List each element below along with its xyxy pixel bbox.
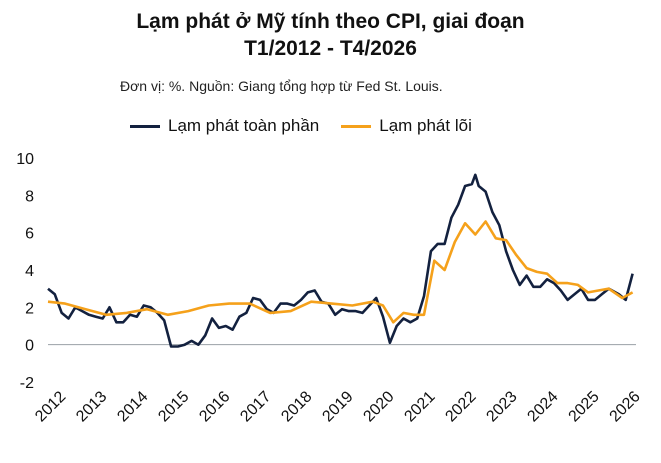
x-tick-label: 2016: [196, 388, 233, 425]
x-tick-label: 2013: [73, 388, 110, 425]
legend-item-headline: Lạm phát toàn phần: [130, 116, 319, 136]
legend-swatch-core: [341, 124, 372, 128]
x-tick-label: 2021: [401, 388, 438, 425]
chart-subtitle: Đơn vị: %. Nguồn: Giang tổng hợp từ Fed …: [120, 78, 443, 94]
x-tick-label: 2025: [566, 388, 603, 425]
x-tick-label: 2017: [237, 388, 274, 425]
legend-swatch-headline: [130, 124, 160, 128]
x-tick-label: 2012: [32, 388, 69, 425]
y-tick-label: 2: [25, 300, 34, 317]
series-line-headline: [47, 173, 634, 348]
chart-title-line2: T1/2012 - T4/2026: [244, 37, 417, 60]
x-tick-label: 2015: [155, 388, 192, 425]
y-tick-label: 0: [25, 338, 34, 355]
y-tick-label: 6: [25, 226, 34, 243]
x-tick-label: 2019: [319, 388, 356, 425]
x-tick-label: 2024: [525, 388, 562, 425]
legend-label-core: Lạm phát lõi: [379, 116, 472, 135]
chart-legend: Lạm phát toàn phần Lạm phát lõi: [130, 116, 494, 136]
y-tick-label: -2: [20, 375, 34, 392]
x-tick-label: 2020: [360, 388, 397, 425]
x-tick-label: 2014: [114, 388, 151, 425]
series-line-core: [47, 220, 634, 324]
x-tick-label: 2022: [442, 388, 479, 425]
x-tick-label: 2023: [483, 388, 520, 425]
y-tick-label: 8: [25, 188, 34, 205]
chart-title-line1: Lạm phát ở Mỹ tính theo CPI, giai đoạn: [136, 10, 525, 33]
x-tick-label: 2026: [607, 388, 644, 425]
x-tick-label: 2018: [278, 388, 315, 425]
legend-item-core: Lạm phát lõi: [341, 116, 472, 136]
chart-title: Lạm phát ở Mỹ tính theo CPI, giai đoạn T…: [0, 8, 661, 62]
legend-label-headline: Lạm phát toàn phần: [168, 116, 320, 135]
y-tick-label: 10: [16, 151, 34, 168]
y-tick-label: 4: [25, 263, 34, 280]
